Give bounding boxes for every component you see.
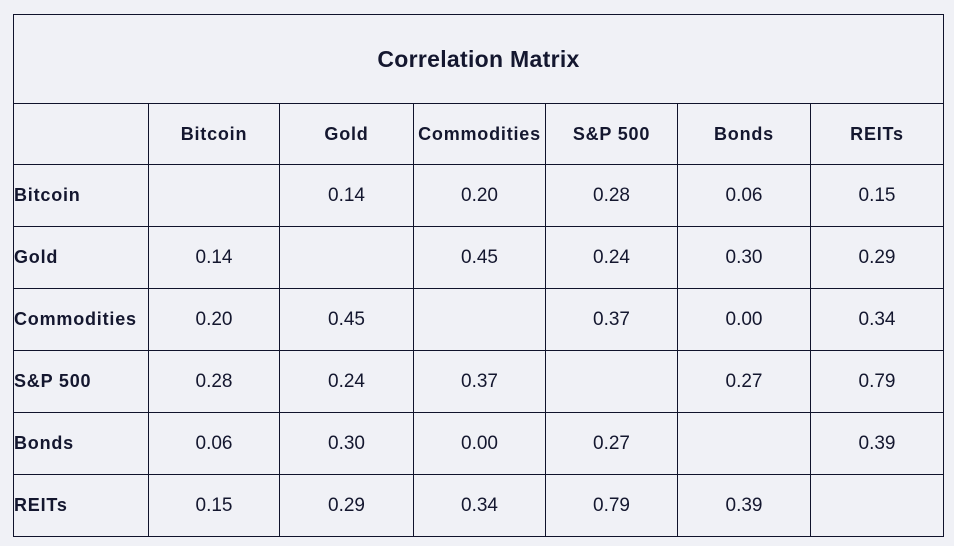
table-row-bitcoin: Bitcoin 0.14 0.20 0.28 0.06 0.15 bbox=[13, 164, 944, 227]
table-row-gold: Gold 0.14 0.45 0.24 0.30 0.29 bbox=[13, 226, 944, 289]
row-label-gold: Gold bbox=[13, 226, 149, 289]
cell-commodities-sp500: 0.37 bbox=[545, 288, 678, 351]
cell-gold-reits: 0.29 bbox=[810, 226, 944, 289]
column-header-commodities: Commodities bbox=[413, 103, 546, 165]
row-label-bonds: Bonds bbox=[13, 412, 149, 475]
cell-commodities-bitcoin: 0.20 bbox=[148, 288, 280, 351]
cell-bitcoin-bonds: 0.06 bbox=[677, 164, 811, 227]
table-row-commodities: Commodities 0.20 0.45 0.37 0.00 0.34 bbox=[13, 288, 944, 351]
cell-bitcoin-gold: 0.14 bbox=[279, 164, 414, 227]
cell-bitcoin-bitcoin bbox=[148, 164, 280, 227]
cell-bonds-commodities: 0.00 bbox=[413, 412, 546, 475]
corner-cell bbox=[13, 103, 149, 165]
column-header-gold: Gold bbox=[279, 103, 414, 165]
cell-commodities-commodities bbox=[413, 288, 546, 351]
cell-sp500-bonds: 0.27 bbox=[677, 350, 811, 413]
cell-commodities-reits: 0.34 bbox=[810, 288, 944, 351]
cell-gold-bonds: 0.30 bbox=[677, 226, 811, 289]
cell-bitcoin-reits: 0.15 bbox=[810, 164, 944, 227]
cell-gold-sp500: 0.24 bbox=[545, 226, 678, 289]
cell-sp500-sp500 bbox=[545, 350, 678, 413]
column-header-sp500: S&P 500 bbox=[545, 103, 678, 165]
correlation-table: Correlation Matrix Bitcoin Gold Commodit… bbox=[13, 14, 944, 537]
cell-reits-gold: 0.29 bbox=[279, 474, 414, 537]
correlation-matrix: Correlation Matrix Bitcoin Gold Commodit… bbox=[13, 14, 944, 537]
cell-reits-reits bbox=[810, 474, 944, 537]
cell-commodities-bonds: 0.00 bbox=[677, 288, 811, 351]
row-label-reits: REITs bbox=[13, 474, 149, 537]
cell-sp500-reits: 0.79 bbox=[810, 350, 944, 413]
cell-gold-commodities: 0.45 bbox=[413, 226, 546, 289]
cell-bonds-bitcoin: 0.06 bbox=[148, 412, 280, 475]
cell-sp500-commodities: 0.37 bbox=[413, 350, 546, 413]
cell-bonds-sp500: 0.27 bbox=[545, 412, 678, 475]
cell-sp500-gold: 0.24 bbox=[279, 350, 414, 413]
cell-bonds-gold: 0.30 bbox=[279, 412, 414, 475]
cell-reits-commodities: 0.34 bbox=[413, 474, 546, 537]
table-row-reits: REITs 0.15 0.29 0.34 0.79 0.39 bbox=[13, 474, 944, 537]
column-header-bitcoin: Bitcoin bbox=[148, 103, 280, 165]
header-row: Bitcoin Gold Commodities S&P 500 Bonds R… bbox=[13, 103, 944, 165]
table-title: Correlation Matrix bbox=[13, 14, 944, 104]
row-label-sp500: S&P 500 bbox=[13, 350, 149, 413]
cell-bonds-reits: 0.39 bbox=[810, 412, 944, 475]
cell-bitcoin-commodities: 0.20 bbox=[413, 164, 546, 227]
table-row-bonds: Bonds 0.06 0.30 0.00 0.27 0.39 bbox=[13, 412, 944, 475]
cell-commodities-gold: 0.45 bbox=[279, 288, 414, 351]
row-label-bitcoin: Bitcoin bbox=[13, 164, 149, 227]
cell-sp500-bitcoin: 0.28 bbox=[148, 350, 280, 413]
cell-reits-bitcoin: 0.15 bbox=[148, 474, 280, 537]
cell-gold-bitcoin: 0.14 bbox=[148, 226, 280, 289]
cell-bonds-bonds bbox=[677, 412, 811, 475]
cell-bitcoin-sp500: 0.28 bbox=[545, 164, 678, 227]
cell-gold-gold bbox=[279, 226, 414, 289]
title-row: Correlation Matrix bbox=[13, 14, 944, 104]
table-row-sp500: S&P 500 0.28 0.24 0.37 0.27 0.79 bbox=[13, 350, 944, 413]
cell-reits-sp500: 0.79 bbox=[545, 474, 678, 537]
row-label-commodities: Commodities bbox=[13, 288, 149, 351]
cell-reits-bonds: 0.39 bbox=[677, 474, 811, 537]
column-header-reits: REITs bbox=[810, 103, 944, 165]
column-header-bonds: Bonds bbox=[677, 103, 811, 165]
